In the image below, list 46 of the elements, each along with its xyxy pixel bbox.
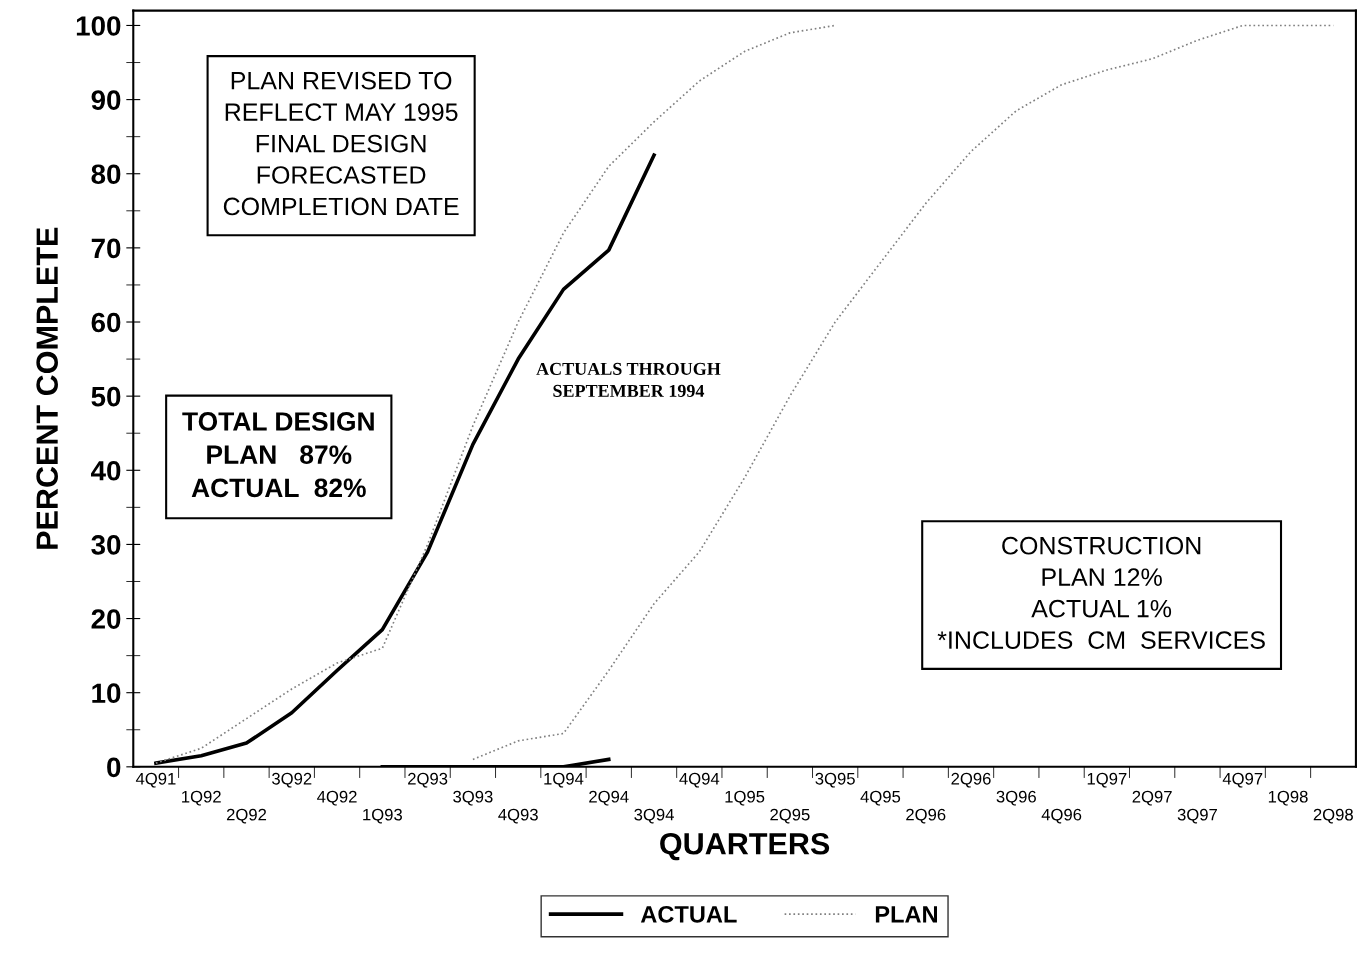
y-tick-label: 50 [91,386,121,407]
x-tick-label: 2Q92 [226,808,267,824]
y-tick-label: 70 [91,238,121,259]
x-tick-label: 1Q93 [363,808,402,824]
y-tick-label: 90 [91,90,121,110]
x-tick-label: 2Q96 [906,808,946,824]
y-tick-label: 20 [91,609,121,629]
x-tick-label: 3Q96 [996,790,1036,806]
x-tick-label: 2Q98 [1313,808,1353,824]
x-tick-label: 3Q95 [815,772,855,788]
x-tick-label: 3Q93 [453,790,493,806]
y-axis-title: PERCENT COMPLETE [36,227,58,549]
x-tick-label: 4Q95 [860,790,901,806]
y-tick-label: 10 [92,683,121,704]
legend-label: ACTUAL [640,905,737,923]
x-tick-label: 2Q94 [589,790,629,806]
x-tick-label: 2Q95 [770,808,810,824]
y-tick-label: 40 [91,460,121,481]
x-tick-label: 1Q92 [182,790,221,806]
x-tick-label: 3Q97 [1177,808,1217,824]
x-tick-label: 2Q93 [408,772,448,788]
y-tick-label: 100 [76,16,121,36]
x-tick-label: 4Q96 [1041,808,1082,824]
x-tick-label: 3Q94 [634,808,674,824]
x-tick-label: 4Q91 [135,772,176,788]
y-tick-label: 0 [107,757,121,778]
x-tick-label: 2Q97 [1132,790,1172,806]
x-tick-label: 3Q92 [272,772,312,788]
x-tick-label: 1Q97 [1087,772,1127,788]
x-tick-label: 4Q92 [317,790,357,806]
legend-label: PLAN [875,906,937,923]
x-tick-label: 4Q97 [1222,772,1263,788]
annotation: PLAN REVISED TO REFLECT MAY 1995 FINAL DESIGN FORECASTED COMPLETION DATE [223,71,459,216]
x-tick-label: 4Q94 [679,772,720,788]
annotation: CONSTRUCTION PLAN 12% ACTUAL 1% *INCLUDES CM SERVICES [937,536,1265,649]
x-tick-label: 4Q93 [498,808,538,824]
x-tick-label: 1Q95 [725,790,765,806]
x-tick-label: 1Q98 [1268,790,1308,806]
annotation: TOTAL DESIGN PLAN 87% ACTUAL 82% [182,412,374,498]
y-tick-label: 30 [91,535,121,555]
y-tick-label: 80 [91,164,121,185]
annotation: ACTUALS THROUGH SEPTEMBER 1994 [536,362,721,397]
y-tick-label: 60 [91,312,121,333]
x-tick-label: 2Q96 [951,772,991,788]
x-tick-label: 1Q94 [544,772,584,788]
x-axis-title: QUARTERS [660,832,830,861]
